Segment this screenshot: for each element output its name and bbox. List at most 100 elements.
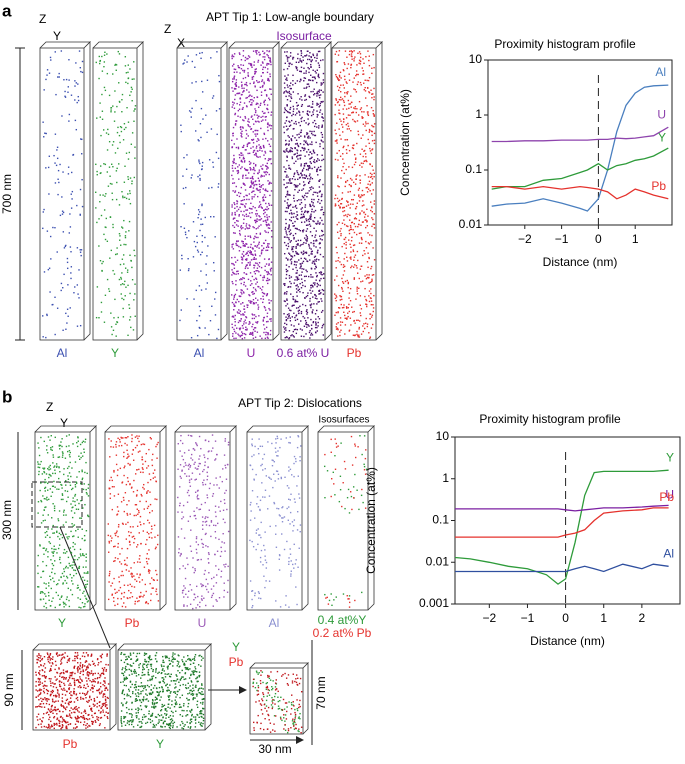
atom-dot [240, 193, 241, 194]
atom-dot [153, 580, 154, 581]
atom-dot [361, 489, 362, 490]
atom-dot [38, 471, 39, 472]
atom-dot [217, 551, 218, 552]
atom-dot [65, 567, 66, 568]
atom-dot [101, 691, 102, 692]
atom-dot [287, 111, 288, 112]
atom-dot [348, 108, 349, 109]
atom-dot [249, 167, 250, 168]
atom-dot [249, 161, 250, 162]
atom-dot [117, 513, 118, 514]
atom-dot [361, 333, 362, 334]
atom-dot [241, 187, 242, 188]
atom-dot [254, 150, 255, 151]
atom-dot [116, 182, 117, 183]
atom-dot [361, 162, 362, 163]
atom-dot [313, 245, 314, 246]
atom-dot [351, 199, 352, 200]
atom-dot [267, 172, 268, 173]
atom-dot [300, 132, 301, 133]
atom-dot [286, 274, 287, 275]
atom-dot [285, 604, 286, 605]
atom-dot [293, 235, 294, 236]
atom-dot [251, 599, 252, 600]
atom-dot [127, 585, 128, 586]
atom-dot [226, 479, 227, 480]
atom-dot [191, 589, 192, 590]
atom-dot [261, 148, 262, 149]
atom-dot [199, 211, 200, 212]
atom-dot [319, 318, 320, 319]
atom-dot [311, 328, 312, 329]
atom-dot [335, 133, 336, 134]
atom-dot [285, 149, 286, 150]
atom-dot [48, 514, 49, 515]
atom-dot [63, 231, 64, 232]
atom-dot [260, 64, 261, 65]
atom-dot [115, 446, 116, 447]
atom-dot [224, 522, 225, 523]
atom-dot [73, 154, 74, 155]
atom-dot [309, 97, 310, 98]
atom-dot [124, 443, 125, 444]
atom-dot [235, 280, 236, 281]
atom-dot [133, 491, 134, 492]
atom-dot [353, 249, 354, 250]
atom-dot [322, 134, 323, 135]
atom-dot [126, 458, 127, 459]
atom-dot [291, 263, 292, 264]
atom-dot [67, 491, 68, 492]
atom-dot [80, 722, 81, 723]
atom-dot [97, 286, 98, 287]
atom-dot [286, 293, 287, 294]
atom-dot [139, 574, 140, 575]
atom-dot [284, 132, 285, 133]
atom-dot [353, 260, 354, 261]
atom-dot [124, 129, 125, 130]
atom-dot [298, 310, 299, 311]
atom-dot [56, 466, 57, 467]
atom-dot [242, 253, 243, 254]
atom-dot [291, 571, 292, 572]
atom-dot [292, 80, 293, 81]
atom-dot [263, 82, 264, 83]
atom-dot [345, 242, 346, 243]
atom-dot [343, 304, 344, 305]
atom-dot [72, 536, 73, 537]
atom-dot [86, 530, 87, 531]
specimen-box [177, 48, 221, 340]
atom-dot [311, 144, 312, 145]
atom-dot [115, 535, 116, 536]
atom-dot [155, 548, 156, 549]
atom-dot [313, 88, 314, 89]
atom-dot [109, 176, 110, 177]
atom-dot [119, 204, 120, 205]
atom-dot [233, 158, 234, 159]
atom-dot [294, 498, 295, 499]
atom-dot [287, 194, 288, 195]
atom-dot [348, 166, 349, 167]
atom-dot [339, 261, 340, 262]
atom-dot [368, 176, 369, 177]
atom-dot [303, 68, 304, 69]
atom-dot [360, 232, 361, 233]
atom-dot [250, 235, 251, 236]
atom-dot [132, 573, 133, 574]
atom-dot [287, 74, 288, 75]
atom-dot [59, 599, 60, 600]
atom-dot [340, 72, 341, 73]
atom-dot [239, 214, 240, 215]
atom-dot [311, 211, 312, 212]
atom-dot [48, 466, 49, 467]
atom-dot [131, 87, 132, 88]
atom-dot [284, 122, 285, 123]
atom-dot [40, 599, 41, 600]
atom-dot [58, 467, 59, 468]
atom-dot [123, 139, 124, 140]
atom-dot [199, 306, 200, 307]
atom-dot [336, 596, 337, 597]
atom-dot [48, 719, 49, 720]
atom-dot [111, 440, 112, 441]
atom-dot [359, 165, 360, 166]
atom-dot [66, 576, 67, 577]
